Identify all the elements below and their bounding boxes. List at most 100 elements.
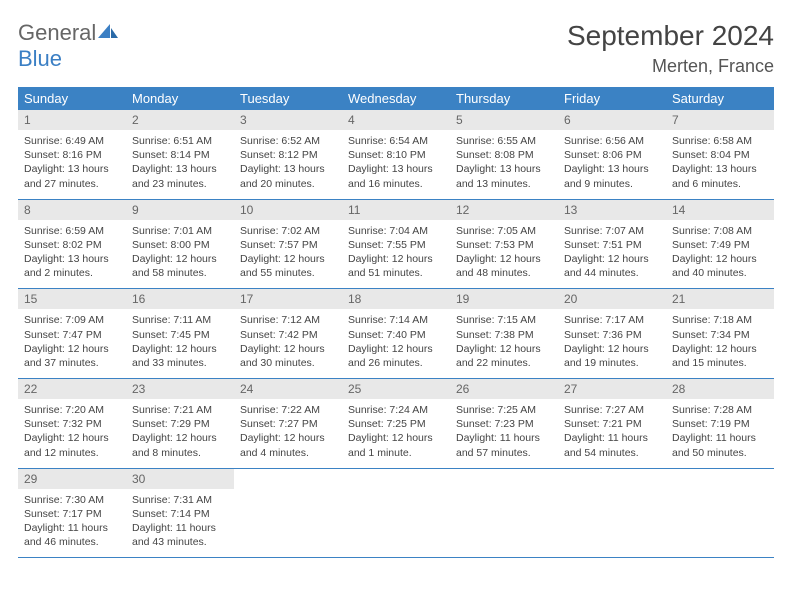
- daylight-text: Daylight: 12 hours: [132, 431, 228, 445]
- calendar-cell: 8Sunrise: 6:59 AMSunset: 8:02 PMDaylight…: [18, 199, 126, 289]
- day-body: Sunrise: 6:49 AMSunset: 8:16 PMDaylight:…: [18, 130, 126, 199]
- brand-logo: General Blue: [18, 20, 118, 72]
- day-body: Sunrise: 6:55 AMSunset: 8:08 PMDaylight:…: [450, 130, 558, 199]
- calendar-cell: 1Sunrise: 6:49 AMSunset: 8:16 PMDaylight…: [18, 110, 126, 199]
- daylight-text: and 8 minutes.: [132, 446, 228, 460]
- day-number: 10: [234, 200, 342, 220]
- day-body: Sunrise: 7:30 AMSunset: 7:17 PMDaylight:…: [18, 489, 126, 558]
- sunset-text: Sunset: 8:00 PM: [132, 238, 228, 252]
- daylight-text: Daylight: 12 hours: [348, 431, 444, 445]
- daylight-text: and 23 minutes.: [132, 177, 228, 191]
- sunrise-text: Sunrise: 7:12 AM: [240, 313, 336, 327]
- day-number: 22: [18, 379, 126, 399]
- title-block: September 2024 Merten, France: [567, 20, 774, 77]
- calendar-week: 15Sunrise: 7:09 AMSunset: 7:47 PMDayligh…: [18, 289, 774, 379]
- day-number: 1: [18, 110, 126, 130]
- calendar-cell: 16Sunrise: 7:11 AMSunset: 7:45 PMDayligh…: [126, 289, 234, 379]
- daylight-text: Daylight: 12 hours: [24, 431, 120, 445]
- sunset-text: Sunset: 8:08 PM: [456, 148, 552, 162]
- calendar-cell: 28 Sunrise: 7:28 AMSunset: 7:19 PMDayligh…: [666, 379, 774, 469]
- day-body: Sunrise: 6:56 AMSunset: 8:06 PMDaylight:…: [558, 130, 666, 199]
- daylight-text: Daylight: 13 hours: [564, 162, 660, 176]
- sunrise-text: Sunrise: 7:20 AM: [24, 403, 120, 417]
- day-number: 5: [450, 110, 558, 130]
- sunrise-text: Sunrise: 7:25 AM: [456, 403, 552, 417]
- daylight-text: Daylight: 12 hours: [564, 342, 660, 356]
- sunset-text: Sunset: 7:19 PM: [672, 417, 768, 431]
- daylight-text: and 54 minutes.: [564, 446, 660, 460]
- day-header: Friday: [558, 87, 666, 110]
- calendar-cell: 19Sunrise: 7:15 AMSunset: 7:38 PMDayligh…: [450, 289, 558, 379]
- calendar-cell: 25 Sunrise: 7:24 AMSunset: 7:25 PMDayligh…: [342, 379, 450, 469]
- calendar-cell: 18Sunrise: 7:14 AMSunset: 7:40 PMDayligh…: [342, 289, 450, 379]
- sunrise-text: Sunrise: 7:24 AM: [348, 403, 444, 417]
- day-body: Sunrise: 6:51 AMSunset: 8:14 PMDaylight:…: [126, 130, 234, 199]
- sunset-text: Sunset: 7:17 PM: [24, 507, 120, 521]
- daylight-text: Daylight: 11 hours: [672, 431, 768, 445]
- daylight-text: Daylight: 12 hours: [240, 431, 336, 445]
- day-body: Sunrise: 7:17 AMSunset: 7:36 PMDaylight:…: [558, 309, 666, 378]
- sunrise-text: Sunrise: 7:11 AM: [132, 313, 228, 327]
- calendar-cell: 5Sunrise: 6:55 AMSunset: 8:08 PMDaylight…: [450, 110, 558, 199]
- sunset-text: Sunset: 7:14 PM: [132, 507, 228, 521]
- sunset-text: Sunset: 8:14 PM: [132, 148, 228, 162]
- day-number: 11: [342, 200, 450, 220]
- day-body: Sunrise: 7:05 AMSunset: 7:53 PMDaylight:…: [450, 220, 558, 289]
- calendar-cell: 22 Sunrise: 7:20 AMSunset: 7:32 PMDayligh…: [18, 379, 126, 469]
- daylight-text: and 13 minutes.: [456, 177, 552, 191]
- daylight-text: and 6 minutes.: [672, 177, 768, 191]
- calendar-cell: 26Sunrise: 7:25 AMSunset: 7:23 PMDayligh…: [450, 379, 558, 469]
- day-number: 25: [342, 379, 450, 399]
- day-header-row: Sunday Monday Tuesday Wednesday Thursday…: [18, 87, 774, 110]
- calendar-cell: [450, 468, 558, 558]
- day-number: 24: [234, 379, 342, 399]
- day-body: Sunrise: 6:59 AMSunset: 8:02 PMDaylight:…: [18, 220, 126, 289]
- sunset-text: Sunset: 7:29 PM: [132, 417, 228, 431]
- calendar-cell: 9Sunrise: 7:01 AMSunset: 8:00 PMDaylight…: [126, 199, 234, 289]
- day-body: Sunrise: 7:07 AMSunset: 7:51 PMDaylight:…: [558, 220, 666, 289]
- sunset-text: Sunset: 7:57 PM: [240, 238, 336, 252]
- daylight-text: Daylight: 13 hours: [348, 162, 444, 176]
- calendar-cell: [558, 468, 666, 558]
- brand-text: General Blue: [18, 20, 118, 72]
- day-number: 28: [666, 379, 774, 399]
- day-number: 20: [558, 289, 666, 309]
- sunrise-text: Sunrise: 7:21 AM: [132, 403, 228, 417]
- day-header: Tuesday: [234, 87, 342, 110]
- calendar-cell: [342, 468, 450, 558]
- daylight-text: and 55 minutes.: [240, 266, 336, 280]
- sunrise-text: Sunrise: 7:31 AM: [132, 493, 228, 507]
- day-number: 30: [126, 469, 234, 489]
- calendar-cell: [234, 468, 342, 558]
- sunrise-text: Sunrise: 6:49 AM: [24, 134, 120, 148]
- sunrise-text: Sunrise: 6:51 AM: [132, 134, 228, 148]
- sunset-text: Sunset: 7:25 PM: [348, 417, 444, 431]
- sunrise-text: Sunrise: 7:28 AM: [672, 403, 768, 417]
- sunset-text: Sunset: 7:40 PM: [348, 328, 444, 342]
- calendar-week: 1Sunrise: 6:49 AMSunset: 8:16 PMDaylight…: [18, 110, 774, 199]
- daylight-text: and 51 minutes.: [348, 266, 444, 280]
- sunset-text: Sunset: 8:12 PM: [240, 148, 336, 162]
- sunrise-text: Sunrise: 7:02 AM: [240, 224, 336, 238]
- daylight-text: Daylight: 12 hours: [348, 252, 444, 266]
- daylight-text: Daylight: 11 hours: [564, 431, 660, 445]
- sunrise-text: Sunrise: 7:17 AM: [564, 313, 660, 327]
- sunset-text: Sunset: 7:32 PM: [24, 417, 120, 431]
- sunset-text: Sunset: 7:23 PM: [456, 417, 552, 431]
- sunrise-text: Sunrise: 7:27 AM: [564, 403, 660, 417]
- sunset-text: Sunset: 7:53 PM: [456, 238, 552, 252]
- day-body: Sunrise: 7:31 AMSunset: 7:14 PMDaylight:…: [126, 489, 234, 558]
- calendar-cell: 12Sunrise: 7:05 AMSunset: 7:53 PMDayligh…: [450, 199, 558, 289]
- day-body: Sunrise: 7:02 AMSunset: 7:57 PMDaylight:…: [234, 220, 342, 289]
- daylight-text: and 40 minutes.: [672, 266, 768, 280]
- daylight-text: Daylight: 13 hours: [672, 162, 768, 176]
- daylight-text: Daylight: 12 hours: [564, 252, 660, 266]
- day-number: 15: [18, 289, 126, 309]
- daylight-text: Daylight: 12 hours: [132, 252, 228, 266]
- day-number: 2: [126, 110, 234, 130]
- sunset-text: Sunset: 7:45 PM: [132, 328, 228, 342]
- daylight-text: and 19 minutes.: [564, 356, 660, 370]
- daylight-text: Daylight: 12 hours: [672, 342, 768, 356]
- daylight-text: and 22 minutes.: [456, 356, 552, 370]
- calendar-cell: 29Sunrise: 7:30 AMSunset: 7:17 PMDayligh…: [18, 468, 126, 558]
